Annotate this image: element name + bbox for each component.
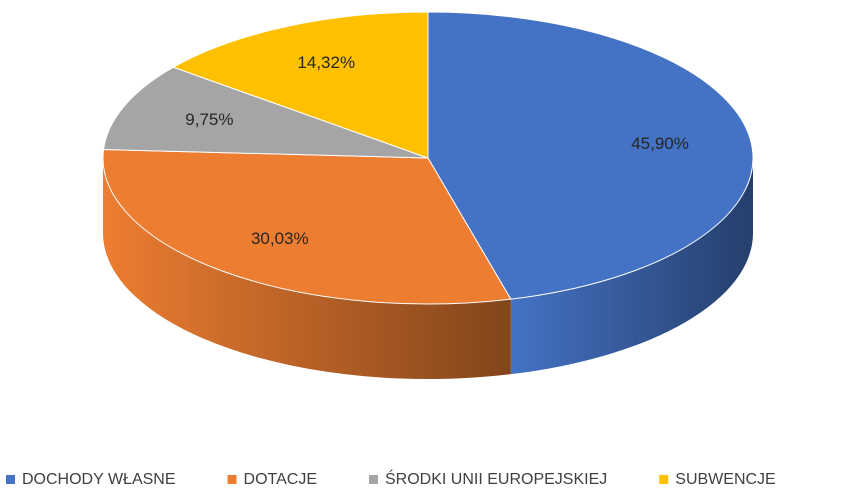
pie-slice: [102, 66, 429, 159]
data-label: 45,90%: [631, 134, 689, 153]
legend-label: DOCHODY WŁASNE: [22, 471, 176, 488]
legend-swatch: [659, 475, 669, 484]
pie-slice: [102, 148, 512, 305]
pie-walls: [103, 158, 753, 379]
data-label: 9,75%: [185, 110, 233, 129]
pie-wall-shade: [510, 158, 753, 375]
legend-label: SUBWENCJE: [675, 471, 775, 488]
pie-wall-shade: [103, 158, 511, 379]
data-label: 30,03%: [251, 229, 309, 248]
legend-label: ŚRODKI UNII EUROPEJSKIEJ: [385, 469, 607, 488]
pie-slice: [427, 11, 754, 300]
legend-swatch: [6, 475, 15, 484]
legend-label: DOTACJE: [244, 471, 317, 488]
data-labels: 45,90% 30,03% 9,75% 14,32%: [185, 53, 689, 248]
pie-tops: [102, 11, 754, 305]
data-label: 14,32%: [297, 53, 355, 72]
legend: DOCHODY WŁASNE DOTACJE ŚRODKI UNII EUROPEJ…: [6, 469, 776, 488]
pie-slice: [172, 11, 429, 159]
legend-swatch: [227, 475, 237, 484]
legend-swatch: [369, 475, 378, 484]
